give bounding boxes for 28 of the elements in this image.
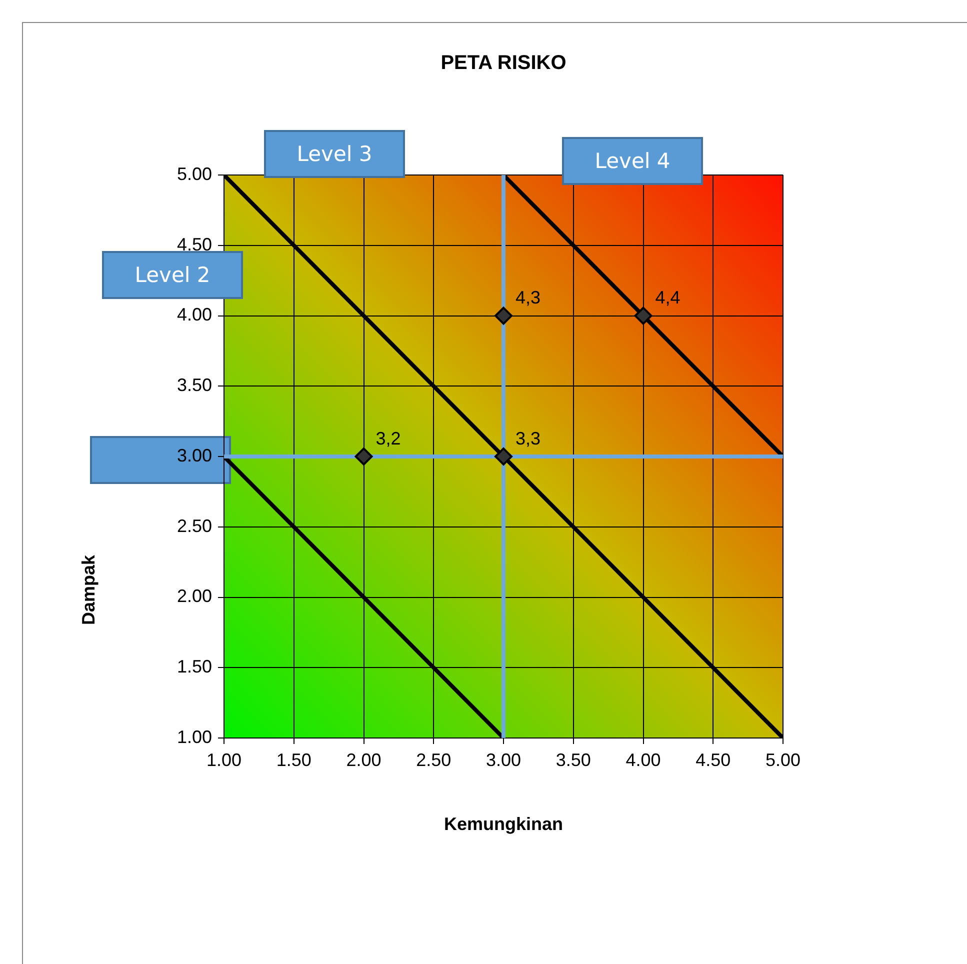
y-tick-label: 4.00 [176, 304, 212, 325]
y-tick-label: 1.50 [176, 656, 212, 677]
x-tick-label: 5.00 [765, 750, 801, 770]
y-axis-title: Dampak [78, 554, 100, 626]
annotation: 3,2 [376, 428, 401, 448]
chart-title: PETA RISIKO [440, 52, 568, 75]
annotation: 3,3 [516, 428, 541, 448]
y-tick-label: 2.00 [176, 586, 212, 606]
y-tick-label: 1.00 [176, 726, 212, 747]
x-tick-label: 2.00 [346, 750, 382, 770]
text: Level 4 [562, 137, 703, 185]
annotation: 4,4 [655, 288, 680, 308]
y-tick-label: 5.00 [176, 164, 212, 184]
x-tick-label: 3.00 [486, 750, 522, 770]
text: Level 2 [134, 263, 210, 287]
x-axis-title: Kemungkinan [444, 814, 564, 834]
x-tick-label: 3.50 [556, 750, 591, 770]
y-tick-label: 3.00 [176, 445, 212, 466]
text: Level 3 [264, 130, 405, 178]
annotation: 4,3 [516, 288, 541, 308]
y-tick-label: 3.50 [176, 375, 212, 396]
x-tick-label: 4.50 [696, 750, 731, 770]
x-tick-label: 1.50 [276, 750, 312, 770]
x-tick-label: 1.00 [206, 750, 242, 770]
x-tick-label: 2.50 [416, 750, 452, 770]
y-tick-label: 2.50 [176, 516, 212, 536]
y-tick-label: 4.50 [176, 234, 212, 254]
x-tick-label: 4.00 [626, 750, 661, 770]
